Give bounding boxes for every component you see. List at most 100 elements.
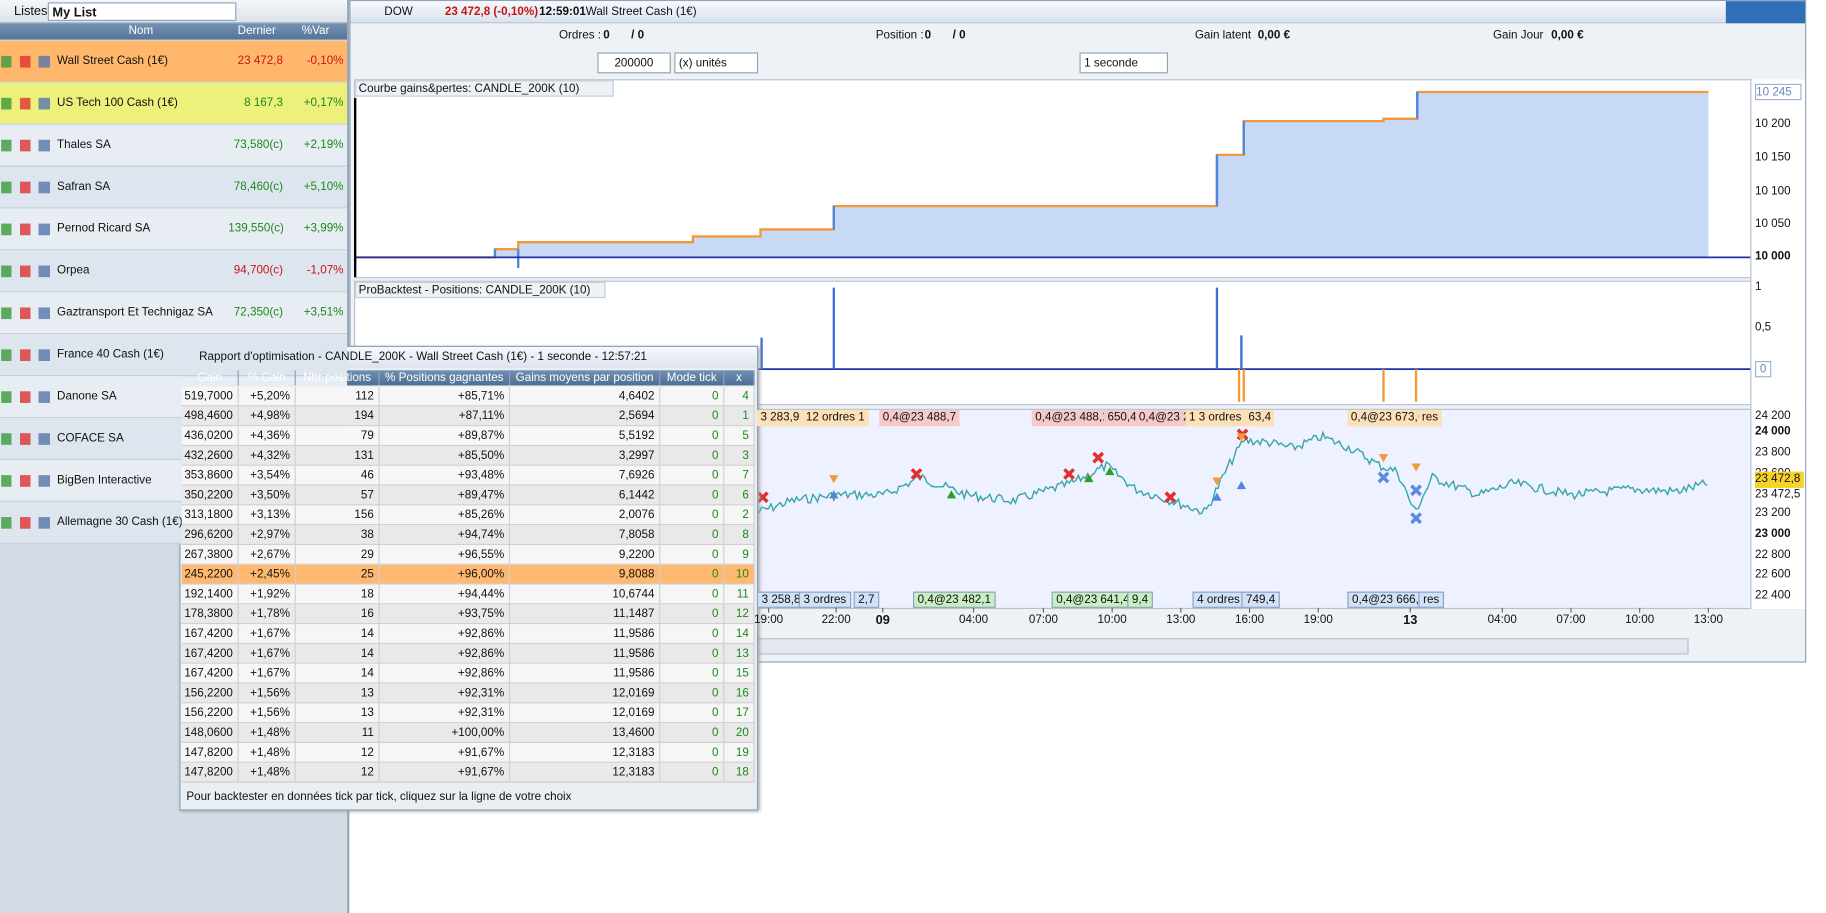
- price-line-down: [757, 433, 1707, 514]
- report-cell: 0: [660, 406, 724, 426]
- change-pct: +3,51%: [285, 292, 343, 334]
- report-cell: 0: [660, 446, 724, 466]
- axis-label: 1: [1755, 279, 1771, 295]
- column-header[interactable]: Dernier: [228, 23, 285, 39]
- time-label: 09: [859, 613, 906, 629]
- report-cell: 3,2997: [510, 446, 660, 466]
- report-cell: 14: [724, 624, 754, 644]
- last-price: 139,550(c): [228, 208, 283, 250]
- report-cell: 9,8088: [510, 565, 660, 585]
- short-arrow: [1379, 454, 1388, 462]
- report-column-header[interactable]: % Gain: [239, 370, 296, 385]
- time-label: 07:00: [1020, 613, 1067, 629]
- report-cell: 519,7000: [182, 387, 239, 407]
- report-cell: 10: [724, 565, 754, 585]
- report-cell: 2,5694: [510, 406, 660, 426]
- report-cell: 19: [724, 743, 754, 763]
- axis-label: 23 800: [1755, 445, 1804, 461]
- report-cell: +2,67%: [239, 545, 296, 565]
- row-icons: [1, 266, 52, 278]
- report-cell: 0: [660, 664, 724, 684]
- report-cell: +3,50%: [239, 486, 296, 506]
- report-cell: +93,75%: [380, 604, 510, 624]
- order-tag[interactable]: 2,7: [854, 592, 880, 608]
- order-tag[interactable]: 0,4@23 2: [1135, 410, 1193, 426]
- status-orders-label: Ordres :: [559, 27, 603, 44]
- report-cell: +1,92%: [239, 585, 296, 605]
- order-tag[interactable]: 12 ordres 1: [802, 410, 868, 426]
- report-cell: +92,86%: [380, 624, 510, 644]
- report-column-header[interactable]: Nbr positions: [296, 370, 380, 385]
- order-tag[interactable]: 0,4@23 641,4: [1052, 592, 1135, 608]
- report-cell: +91,67%: [380, 763, 510, 783]
- order-tag[interactable]: 3 ordres: [799, 592, 851, 608]
- last-price: 78,460(c): [228, 167, 283, 209]
- report-column-header[interactable]: Mode tick: [660, 370, 724, 385]
- report-cell: 18: [724, 763, 754, 783]
- quantity-input[interactable]: 200000: [597, 52, 670, 73]
- change-pct: +5,10%: [285, 167, 343, 209]
- report-cell: 131: [296, 446, 380, 466]
- order-tag[interactable]: 3 283,9: [757, 410, 803, 426]
- report-cell: +1,67%: [239, 624, 296, 644]
- period-select[interactable]: 1 seconde: [1080, 52, 1169, 73]
- report-cell: 12: [724, 604, 754, 624]
- report-cell: 79: [296, 426, 380, 446]
- time-label: 22:00: [813, 613, 860, 629]
- row-icons: [1, 391, 52, 403]
- quote: 23 472,8 (-0,10%): [445, 3, 538, 20]
- report-column-header[interactable]: x: [724, 370, 754, 385]
- order-tag[interactable]: res: [1418, 592, 1444, 608]
- report-cell: 192,1400: [182, 585, 239, 605]
- time-label: 13: [1387, 613, 1434, 629]
- axis-label: 24 000: [1755, 424, 1804, 440]
- order-tag[interactable]: 0,4@23 673,0: [1347, 410, 1427, 426]
- status-position-total: / 0: [953, 27, 974, 44]
- report-cell: 156: [296, 505, 380, 525]
- axis-label: 10 200: [1755, 116, 1802, 132]
- instrument-name: US Tech 100 Cash (1€): [57, 83, 228, 125]
- order-tag[interactable]: 0,4@23 488,7: [879, 410, 959, 426]
- tab[interactable]: Listes: [14, 3, 49, 19]
- report-cell: +96,00%: [380, 565, 510, 585]
- report-cell: 1: [724, 406, 754, 426]
- report-cell: 12,0169: [510, 703, 660, 723]
- report-cell: 6,1442: [510, 486, 660, 506]
- order-tag[interactable]: 4 ordres: [1192, 592, 1244, 608]
- order-tag[interactable]: 749,4: [1241, 592, 1279, 608]
- list-select[interactable]: My List: [48, 2, 237, 21]
- long-arrow: [1237, 481, 1246, 489]
- last-price: 73,580(c): [228, 125, 283, 167]
- report-cell: 0: [660, 426, 724, 446]
- panel-title: Courbe gains&pertes: CANDLE_200K (10): [355, 80, 614, 96]
- axis-label: 10 000: [1755, 249, 1802, 265]
- report-cell: 20: [724, 723, 754, 743]
- report-cell: 245,2200: [182, 565, 239, 585]
- column-header[interactable]: %Var: [285, 23, 346, 39]
- report-cell: +93,48%: [380, 466, 510, 486]
- unit-select[interactable]: (x) unités: [674, 52, 758, 73]
- row-icons: [1, 98, 52, 110]
- report-cell: 178,3800: [182, 604, 239, 624]
- order-tag[interactable]: 9,4: [1127, 592, 1153, 608]
- report-cell: 14: [296, 624, 380, 644]
- row-icons: [1, 140, 52, 152]
- trade-marker: [758, 493, 767, 502]
- order-tag[interactable]: res: [1418, 410, 1441, 426]
- symbol[interactable]: DOW: [384, 3, 431, 20]
- trade-marker: [1094, 453, 1103, 462]
- report-cell: 267,3800: [182, 545, 239, 565]
- report-column-header[interactable]: Gain: [182, 370, 239, 385]
- change-pct: -0,10%: [285, 41, 343, 83]
- report-column-header[interactable]: Gains moyens par position: [510, 370, 660, 385]
- report-column-header[interactable]: % Positions gagnantes: [380, 370, 510, 385]
- report-cell: +4,36%: [239, 426, 296, 446]
- order-tag[interactable]: 0,4@23 488,1: [1032, 410, 1112, 426]
- instrument-name: Gaztransport Et Technigaz SA: [57, 292, 228, 334]
- order-tag[interactable]: 63,4: [1245, 410, 1275, 426]
- column-header[interactable]: Nom: [54, 23, 229, 39]
- report-cell: 0: [660, 585, 724, 605]
- order-tag[interactable]: 0,4@23 482,1: [913, 592, 996, 608]
- report-cell: +89,47%: [380, 486, 510, 506]
- change-pct: +0,17%: [285, 83, 343, 125]
